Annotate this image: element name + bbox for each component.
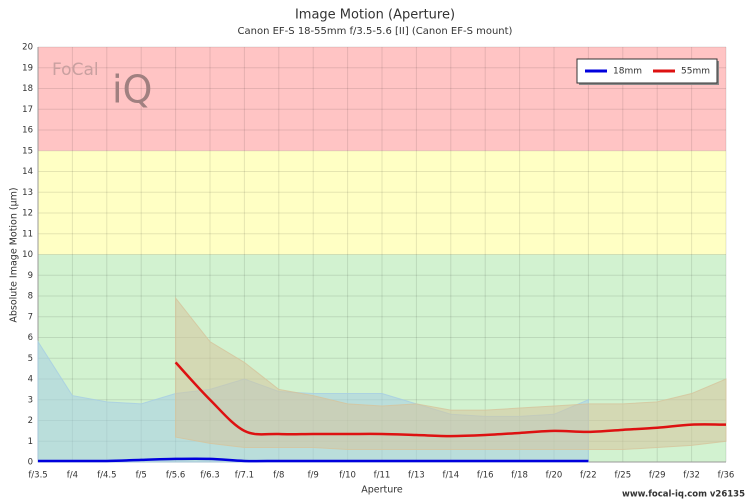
x-tick-label: f/20 (546, 471, 563, 481)
x-tick-label: f/25 (614, 471, 631, 481)
chart-subtitle: Canon EF-S 18-55mm f/3.5-5.6 [II] (Canon… (238, 26, 513, 37)
y-tick-label: 8 (28, 292, 33, 302)
x-tick-label: f/13 (408, 471, 425, 481)
x-tick-label: f/6.3 (200, 471, 219, 481)
x-tick-label: f/16 (477, 471, 494, 481)
plot-area (37, 46, 727, 463)
y-tick-label: 10 (22, 250, 33, 260)
x-tick-label: f/7.1 (235, 471, 254, 481)
legend-box (576, 58, 718, 84)
x-tick-label: f/29 (649, 471, 666, 481)
series-line (174, 361, 727, 438)
x-tick-label: f/5 (136, 471, 147, 481)
y-tick-label: 6 (28, 333, 33, 343)
x-tick-label: f/5.6 (166, 471, 185, 481)
y-tick-label: 15 (22, 146, 33, 156)
x-tick-label: f/4.5 (97, 471, 116, 481)
y-tick-label: 0 (28, 458, 33, 468)
y-tick-label: 9 (28, 271, 33, 281)
y-tick-label: 5 (28, 354, 33, 364)
x-tick-label: f/22 (580, 471, 597, 481)
range-area (175, 296, 727, 451)
y-axis-label: Absolute Image Motion (µm) (9, 187, 20, 322)
footer: www.focal-iq.com v26135 (622, 490, 745, 500)
logo-text: iQ (112, 68, 152, 112)
x-tick-label: f/3.5 (28, 471, 47, 481)
y-tick-label: 1 (28, 437, 33, 447)
y-tick-label: 16 (22, 126, 33, 136)
x-tick-label: f/14 (442, 471, 459, 481)
y-tick-label: 18 (22, 84, 33, 94)
legend: 18mm 55mm (576, 58, 719, 85)
series-line (38, 457, 589, 463)
y-tick-label: 20 (22, 43, 33, 53)
zone-band (38, 150, 726, 255)
x-axis-label: Aperture (361, 485, 403, 496)
x-tick-label: f/10 (339, 471, 356, 481)
legend-label: 18mm (613, 67, 642, 77)
x-tick-label: f/11 (374, 471, 391, 481)
y-tick-label: 2 (28, 416, 33, 426)
chart-title: Image Motion (Aperture) (295, 8, 455, 23)
y-tick-label: 19 (22, 63, 33, 73)
y-tick-label: 12 (22, 209, 33, 219)
logo-text: FoCal (52, 60, 99, 80)
y-tick-label: 13 (22, 188, 33, 198)
y-tick-label: 4 (28, 375, 33, 385)
legend-label: 55mm (681, 67, 710, 77)
y-tick-label: 7 (28, 312, 33, 322)
x-tick-label: f/18 (511, 471, 528, 481)
y-tick-label: 17 (22, 105, 33, 115)
y-tick-label: 3 (28, 395, 33, 405)
x-tick-label: f/36 (718, 471, 735, 481)
y-tick-label: 11 (22, 229, 33, 239)
x-tick-label: f/9 (308, 471, 319, 481)
x-tick-label: f/4 (67, 471, 78, 481)
y-tick-label: 14 (22, 167, 33, 177)
x-tick-label: f/8 (273, 471, 284, 481)
x-tick-label: f/32 (683, 471, 700, 481)
